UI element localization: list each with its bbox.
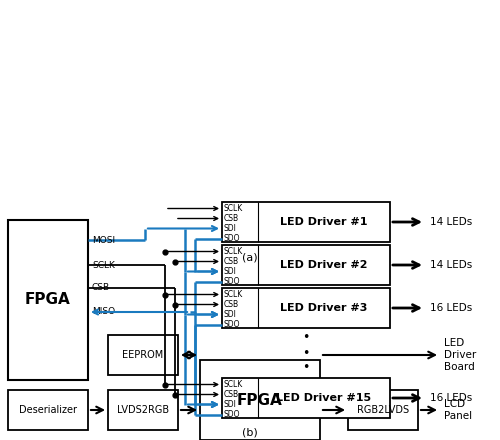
Text: CSB: CSB xyxy=(224,214,239,223)
Text: RGB2LVDS: RGB2LVDS xyxy=(357,405,409,415)
Text: MISO: MISO xyxy=(92,308,115,316)
Text: 14 LEDs: 14 LEDs xyxy=(430,260,472,270)
Text: SDO: SDO xyxy=(224,234,240,243)
Text: LED Driver #3: LED Driver #3 xyxy=(280,303,368,313)
Text: SDO: SDO xyxy=(224,320,240,329)
Text: SCLK: SCLK xyxy=(92,260,115,269)
Text: SCLK: SCLK xyxy=(224,290,243,299)
Text: 14 LEDs: 14 LEDs xyxy=(430,217,472,227)
Bar xyxy=(108,390,178,430)
Text: MOSI: MOSI xyxy=(92,235,115,245)
Text: LED
Driver
Board: LED Driver Board xyxy=(444,338,476,372)
Text: FPGA: FPGA xyxy=(237,392,283,407)
Text: 16 LEDs: 16 LEDs xyxy=(430,303,472,313)
Text: Deserializer: Deserializer xyxy=(19,405,77,415)
Bar xyxy=(108,335,178,375)
Text: EEPROM: EEPROM xyxy=(122,350,164,360)
Bar xyxy=(8,220,88,380)
Text: SDI: SDI xyxy=(224,400,237,409)
Text: LED Driver #1: LED Driver #1 xyxy=(280,217,368,227)
Text: SCLK: SCLK xyxy=(224,380,243,389)
Text: 16 LEDs: 16 LEDs xyxy=(430,393,472,403)
Bar xyxy=(8,390,88,430)
Text: SDI: SDI xyxy=(224,267,237,276)
Text: LED Driver #2: LED Driver #2 xyxy=(280,260,368,270)
Text: FPGA: FPGA xyxy=(25,293,71,308)
Bar xyxy=(222,378,390,418)
Text: (a): (a) xyxy=(242,253,258,263)
Text: •
•
•: • • • xyxy=(302,331,310,374)
Text: CSB: CSB xyxy=(92,283,110,293)
Text: SDO: SDO xyxy=(224,410,240,419)
Bar xyxy=(348,390,418,430)
Text: SDI: SDI xyxy=(224,224,237,233)
Text: LED Driver #15: LED Driver #15 xyxy=(276,393,372,403)
Text: SCLK: SCLK xyxy=(224,247,243,256)
Text: (b): (b) xyxy=(242,427,258,437)
Text: SDI: SDI xyxy=(224,310,237,319)
Text: CSB: CSB xyxy=(224,390,239,399)
Bar xyxy=(222,288,390,328)
Bar xyxy=(222,202,390,242)
Text: LCD
Panel: LCD Panel xyxy=(444,399,472,421)
Text: SDO: SDO xyxy=(224,277,240,286)
Text: SCLK: SCLK xyxy=(224,204,243,213)
Text: CSB: CSB xyxy=(224,300,239,309)
Bar xyxy=(222,245,390,285)
Bar xyxy=(200,360,320,440)
Text: CSB: CSB xyxy=(224,257,239,266)
Text: LVDS2RGB: LVDS2RGB xyxy=(117,405,169,415)
